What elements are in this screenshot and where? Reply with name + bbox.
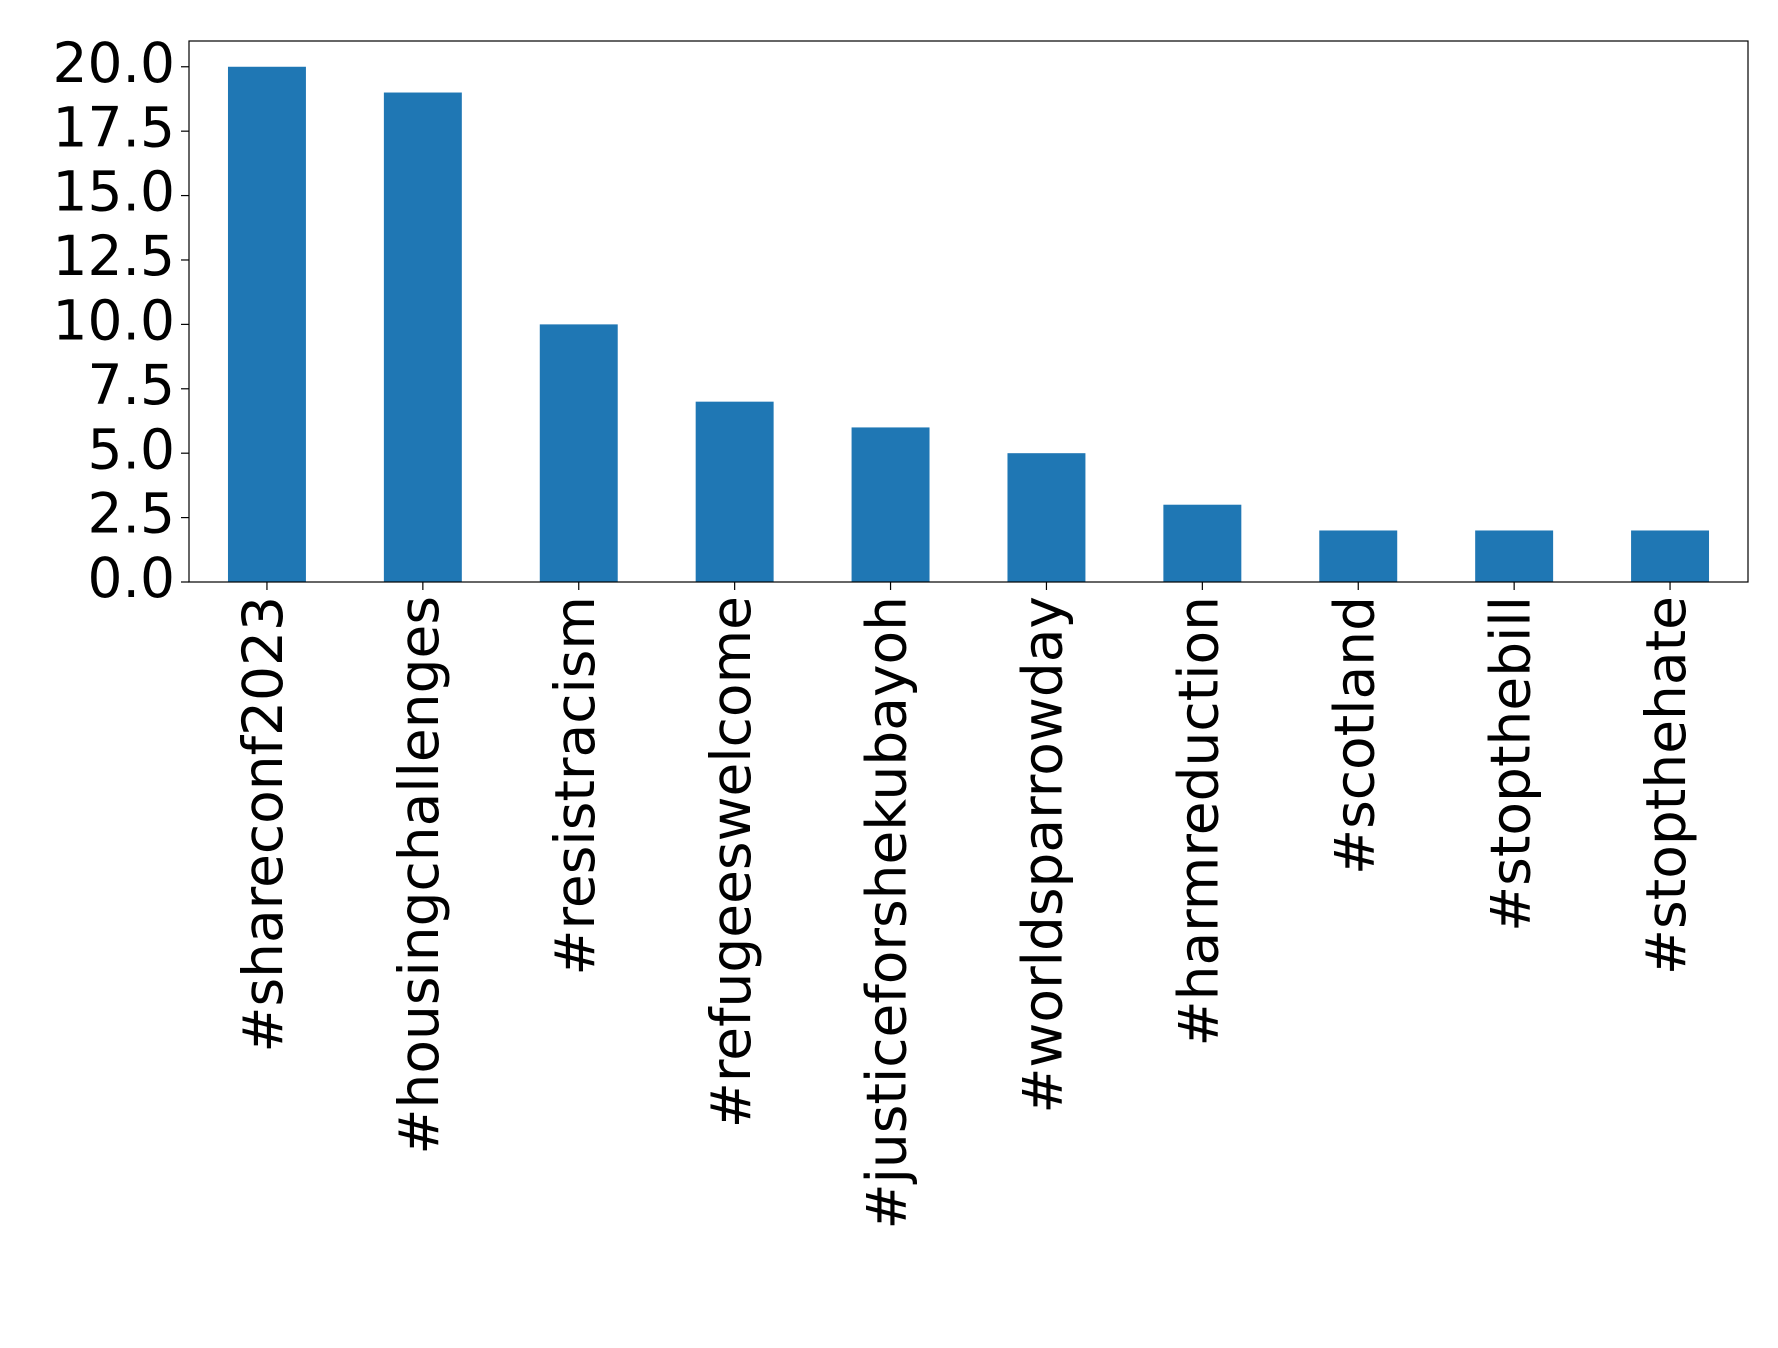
- x-tick-label: #stopthehate: [1634, 596, 1698, 975]
- x-tick-label: #justiceforshekubayoh: [855, 596, 919, 1229]
- y-tick-label: 15.0: [53, 160, 175, 224]
- bar: [227, 66, 306, 582]
- bar: [539, 324, 618, 582]
- x-tick-label: #worldsparrowday: [1011, 596, 1075, 1114]
- x-tick-label: #stopthebill: [1478, 596, 1542, 932]
- x-tick-label: #resistracism: [543, 596, 607, 976]
- bar: [851, 427, 930, 582]
- y-tick-label: 17.5: [53, 95, 175, 159]
- x-tick-label: #harmreduction: [1166, 596, 1230, 1046]
- y-tick-label: 2.5: [88, 482, 175, 546]
- y-tick-label: 5.0: [88, 417, 175, 481]
- bar: [383, 92, 462, 583]
- bar: [1631, 530, 1710, 582]
- y-tick-label: 7.5: [88, 353, 175, 417]
- y-tick-label: 20.0: [53, 31, 175, 95]
- bar: [695, 401, 774, 582]
- bar: [1007, 453, 1086, 582]
- bar: [1163, 504, 1242, 582]
- bar: [1319, 530, 1398, 582]
- y-tick-label: 10.0: [53, 289, 175, 353]
- y-tick-label: 0.0: [88, 546, 175, 610]
- bar: [1475, 530, 1554, 582]
- y-tick-label: 12.5: [53, 224, 175, 288]
- plot-frame: [188, 40, 1749, 583]
- x-tick-label: #refugeeswelcome: [699, 596, 763, 1128]
- x-tick-label: #scotland: [1322, 596, 1386, 875]
- x-tick-label: #shareconf2023: [231, 596, 295, 1053]
- x-tick-label: #housingchallenges: [387, 596, 451, 1155]
